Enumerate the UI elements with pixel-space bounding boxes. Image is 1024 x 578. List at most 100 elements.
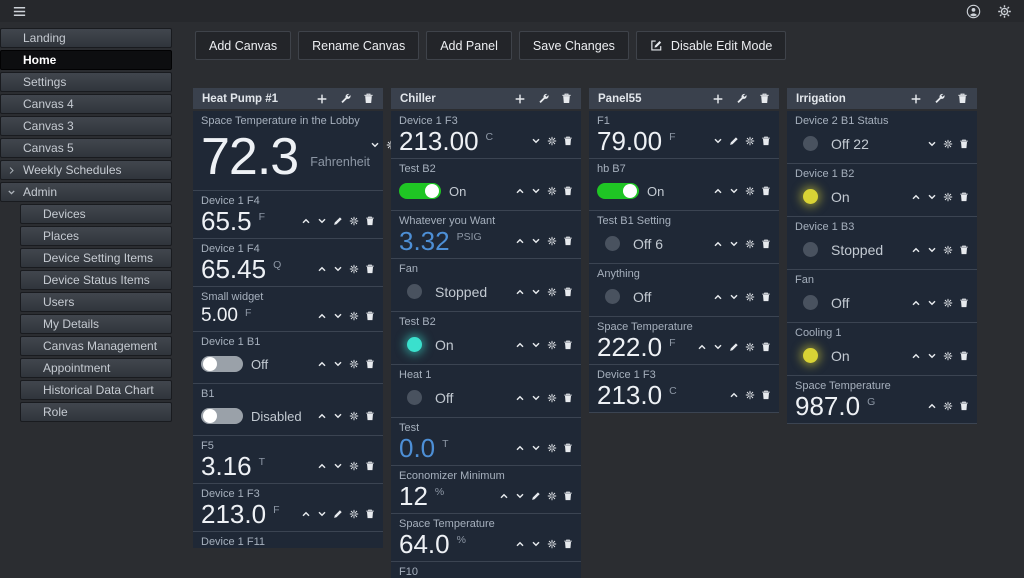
gear-icon[interactable] (349, 509, 359, 519)
sidebar-item-settings[interactable]: Settings (0, 72, 172, 92)
gear-icon[interactable] (547, 236, 557, 246)
gear-icon[interactable] (547, 443, 557, 453)
gear-icon[interactable] (349, 359, 359, 369)
trash-icon[interactable] (365, 311, 375, 321)
chevron-down-icon[interactable] (531, 340, 541, 350)
chevron-down-icon[interactable] (515, 491, 525, 501)
sidebar-item-canvas-5[interactable]: Canvas 5 (0, 138, 172, 158)
chevron-up-icon[interactable] (515, 539, 525, 549)
chevron-down-icon[interactable] (729, 292, 739, 302)
chevron-up-icon[interactable] (515, 393, 525, 403)
chevron-up-icon[interactable] (697, 342, 707, 352)
chevron-up-icon[interactable] (729, 390, 739, 400)
gear-icon[interactable] (943, 245, 953, 255)
delete-panel-icon[interactable] (957, 93, 968, 104)
gear-icon[interactable] (997, 4, 1012, 19)
chevron-up-icon[interactable] (317, 264, 327, 274)
toggle-switch[interactable] (201, 356, 243, 372)
gear-icon[interactable] (349, 264, 359, 274)
chevron-down-icon[interactable] (927, 192, 937, 202)
pencil-icon[interactable] (531, 491, 541, 501)
pencil-icon[interactable] (333, 509, 343, 519)
trash-icon[interactable] (365, 461, 375, 471)
gear-icon[interactable] (745, 390, 755, 400)
trash-icon[interactable] (959, 192, 969, 202)
sidebar-subitem-devices[interactable]: Devices (20, 204, 172, 224)
wrench-icon[interactable] (934, 93, 945, 104)
trash-icon[interactable] (563, 393, 573, 403)
trash-icon[interactable] (959, 139, 969, 149)
chevron-down-icon[interactable] (333, 264, 343, 274)
add-widget-icon[interactable] (514, 93, 526, 105)
trash-icon[interactable] (761, 136, 771, 146)
chevron-up-icon[interactable] (301, 509, 311, 519)
chevron-down-icon[interactable] (531, 443, 541, 453)
sidebar-item-home[interactable]: Home (0, 50, 172, 70)
trash-icon[interactable] (959, 351, 969, 361)
sidebar-item-canvas-3[interactable]: Canvas 3 (0, 116, 172, 136)
chevron-up-icon[interactable] (317, 461, 327, 471)
chevron-up-icon[interactable] (713, 186, 723, 196)
delete-panel-icon[interactable] (759, 93, 770, 104)
trash-icon[interactable] (761, 239, 771, 249)
trash-icon[interactable] (563, 340, 573, 350)
gear-icon[interactable] (745, 342, 755, 352)
chevron-down-icon[interactable] (927, 298, 937, 308)
chevron-up-icon[interactable] (499, 491, 509, 501)
trash-icon[interactable] (563, 539, 573, 549)
chevron-up-icon[interactable] (713, 239, 723, 249)
toggle-switch[interactable] (399, 183, 441, 199)
trash-icon[interactable] (563, 186, 573, 196)
chevron-down-icon[interactable] (531, 539, 541, 549)
trash-icon[interactable] (563, 287, 573, 297)
chevron-up-icon[interactable] (317, 359, 327, 369)
chevron-up-icon[interactable] (515, 186, 525, 196)
gear-icon[interactable] (745, 186, 755, 196)
sidebar-subitem-role[interactable]: Role (20, 402, 172, 422)
hamburger-icon[interactable] (12, 4, 27, 19)
trash-icon[interactable] (761, 292, 771, 302)
chevron-up-icon[interactable] (713, 292, 723, 302)
chevron-down-icon[interactable] (927, 245, 937, 255)
chevron-down-icon[interactable] (927, 351, 937, 361)
gear-icon[interactable] (547, 340, 557, 350)
sidebar-subitem-my-details[interactable]: My Details (20, 314, 172, 334)
chevron-down-icon[interactable] (333, 359, 343, 369)
chevron-up-icon[interactable] (911, 298, 921, 308)
add-widget-icon[interactable] (910, 93, 922, 105)
chevron-up-icon[interactable] (927, 401, 937, 411)
sidebar-item-canvas-4[interactable]: Canvas 4 (0, 94, 172, 114)
trash-icon[interactable] (365, 264, 375, 274)
gear-icon[interactable] (943, 139, 953, 149)
gear-icon[interactable] (745, 136, 755, 146)
trash-icon[interactable] (761, 390, 771, 400)
sidebar-subitem-canvas-management[interactable]: Canvas Management (20, 336, 172, 356)
chevron-down-icon[interactable] (333, 461, 343, 471)
toggle-switch[interactable] (597, 183, 639, 199)
gear-icon[interactable] (547, 287, 557, 297)
chevron-up-icon[interactable] (911, 192, 921, 202)
chevron-down-icon[interactable] (317, 216, 327, 226)
chevron-down-icon[interactable] (729, 239, 739, 249)
delete-panel-icon[interactable] (561, 93, 572, 104)
gear-icon[interactable] (349, 461, 359, 471)
chevron-down-icon[interactable] (729, 186, 739, 196)
gear-icon[interactable] (943, 351, 953, 361)
chevron-down-icon[interactable] (333, 311, 343, 321)
sidebar-subitem-device-setting-items[interactable]: Device Setting Items (20, 248, 172, 268)
chevron-down-icon[interactable] (531, 287, 541, 297)
chevron-down-icon[interactable] (370, 140, 380, 150)
chevron-up-icon[interactable] (911, 351, 921, 361)
gear-icon[interactable] (547, 539, 557, 549)
rename-canvas-button[interactable]: Rename Canvas (298, 31, 420, 60)
chevron-down-icon[interactable] (927, 139, 937, 149)
trash-icon[interactable] (365, 216, 375, 226)
chevron-up-icon[interactable] (317, 311, 327, 321)
chevron-up-icon[interactable] (301, 216, 311, 226)
chevron-up-icon[interactable] (515, 443, 525, 453)
gear-icon[interactable] (943, 401, 953, 411)
chevron-down-icon[interactable] (531, 236, 541, 246)
gear-icon[interactable] (547, 186, 557, 196)
disable-edit-mode-button[interactable]: Disable Edit Mode (635, 31, 787, 60)
delete-panel-icon[interactable] (363, 93, 374, 104)
